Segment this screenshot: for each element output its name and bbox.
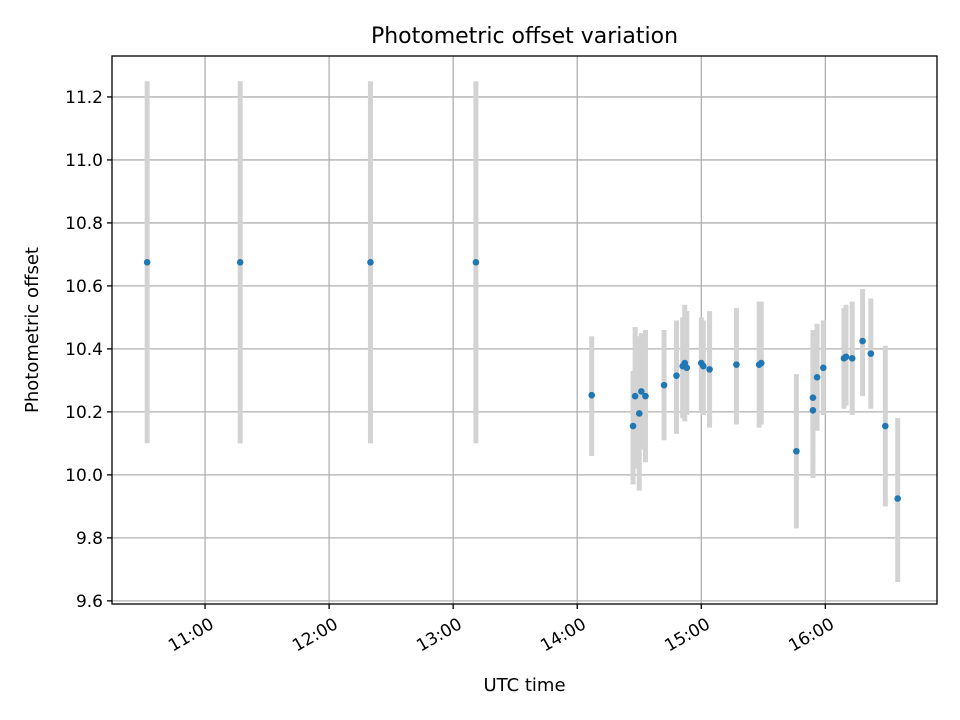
data-point (660, 381, 668, 389)
y-tick-label: 9.6 (76, 592, 103, 612)
data-point (236, 258, 244, 266)
x-tick-label: 16:00 (785, 614, 837, 656)
data-point (706, 366, 713, 373)
x-tick-label: 15:00 (661, 614, 713, 656)
data-point (700, 362, 707, 370)
y-tick-label: 10.6 (65, 277, 103, 297)
data-point (757, 359, 765, 367)
data-point (809, 407, 817, 414)
y-axis-label: Photometric offset (22, 247, 43, 413)
data-point (472, 258, 480, 266)
x-tick-label: 12:00 (289, 614, 341, 656)
x-axis-label: UTC time (483, 675, 565, 696)
y-tick-label: 10.8 (65, 214, 103, 234)
data-points (143, 258, 902, 502)
y-tick-label: 11.2 (65, 88, 103, 108)
data-point (642, 392, 649, 400)
plot-frame (111, 55, 938, 605)
data-point (859, 337, 866, 345)
x-tick-label: 14:00 (537, 614, 589, 656)
data-point (588, 391, 595, 399)
y-tick-label: 9.8 (76, 529, 103, 549)
data-point (143, 258, 151, 266)
data-point (848, 355, 856, 362)
error-bars (144, 81, 901, 582)
data-point (635, 410, 643, 417)
data-point (894, 495, 902, 502)
data-point (733, 361, 740, 368)
x-tick-label: 11:00 (165, 614, 217, 656)
data-point (867, 350, 875, 357)
data-point (809, 394, 817, 402)
data-point (673, 372, 680, 379)
data-point (882, 422, 889, 430)
data-point (367, 258, 374, 266)
chart-title: Photometric offset variation (371, 24, 678, 49)
data-point (793, 447, 800, 455)
data-point (842, 353, 850, 361)
y-tick-label: 10.4 (65, 340, 103, 360)
data-point (819, 364, 827, 372)
data-point (813, 373, 821, 381)
x-tick-label: 13:00 (413, 614, 465, 656)
y-tick-label: 11.0 (65, 151, 103, 171)
data-point (631, 392, 639, 400)
data-point (683, 364, 691, 372)
y-tick-label: 10.0 (65, 466, 103, 486)
y-tick-label: 10.2 (65, 403, 103, 423)
data-point (638, 388, 645, 395)
data-point (629, 422, 637, 430)
axis-ticks: 11:00 12:00 13:00 14:00 15:00 16:00 9.6 9.8 10.0… (65, 88, 838, 656)
